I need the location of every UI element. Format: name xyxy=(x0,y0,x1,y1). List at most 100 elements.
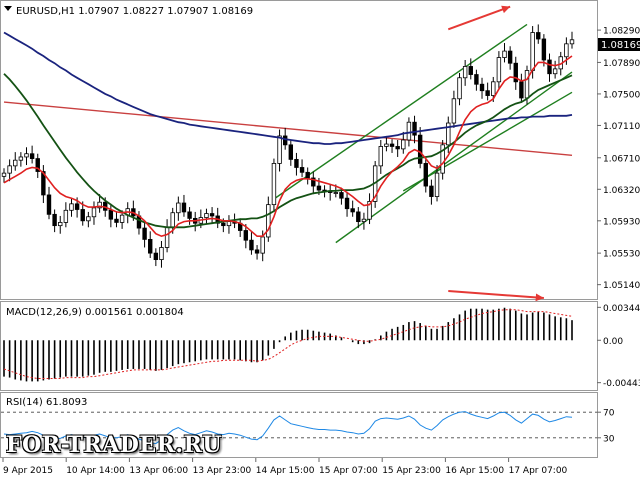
candle-body xyxy=(423,163,428,187)
candle-body xyxy=(7,165,12,174)
dropdown-arrow-icon xyxy=(4,6,12,11)
price-panel xyxy=(0,0,598,300)
axes: 1.08290 1.07890 1.07500 1.07110 1.06710 1.063… xyxy=(2,27,640,476)
candle-body xyxy=(311,177,316,187)
candle-body xyxy=(148,238,153,254)
rsi-panel xyxy=(0,392,598,458)
candle-body xyxy=(294,158,299,168)
candle-body xyxy=(170,212,175,228)
xtick-label: 17 Apr 07:00 xyxy=(509,466,568,476)
candle-body xyxy=(451,98,457,124)
candle-body xyxy=(496,57,502,83)
candle-body xyxy=(412,121,417,136)
price-ytick-label: 1.05930 xyxy=(603,217,640,227)
candle-body xyxy=(479,83,485,92)
price-ytick-label: 1.07890 xyxy=(603,59,640,69)
candle-body xyxy=(344,197,350,210)
candle-body xyxy=(254,249,260,254)
candle-body xyxy=(86,216,91,222)
price-ytick-label: 1.07500 xyxy=(603,90,640,100)
price-ytick-label: 1.08290 xyxy=(603,27,640,37)
xtick-label: 13 Apr 06:00 xyxy=(129,466,188,476)
candle-body xyxy=(524,70,530,99)
last-price-tag xyxy=(598,38,640,51)
candle-body xyxy=(305,171,310,179)
xtick-label: 13 Apr 23:00 xyxy=(193,466,252,476)
xtick-label: 9 Apr 2015 xyxy=(3,466,53,476)
candle-body xyxy=(434,172,440,197)
candle-body xyxy=(181,202,187,213)
last-price-label: 1.08169 xyxy=(601,40,640,51)
rsi-header: RSI(14) 61.8093 xyxy=(6,397,87,408)
trend-line-channel-upper xyxy=(273,23,528,200)
candle-body xyxy=(536,32,541,40)
xtick-label: 15 Apr 23:00 xyxy=(382,466,441,476)
price-ytick-label: 1.05140 xyxy=(603,281,640,291)
arrow-head-icon xyxy=(501,5,511,14)
candle-body xyxy=(187,211,192,219)
moving-average-line xyxy=(3,73,573,229)
xtick-label: 16 Apr 15:00 xyxy=(445,466,504,476)
candle-body xyxy=(356,211,361,223)
candle-body xyxy=(226,221,232,227)
candle-body xyxy=(462,66,468,79)
candle-body xyxy=(468,66,473,75)
candle-body xyxy=(417,134,423,164)
candle-body xyxy=(91,207,97,218)
candle-body xyxy=(74,203,80,210)
candle-body xyxy=(429,185,434,197)
candle-body xyxy=(378,146,383,167)
price-header: EURUSD,H1 1.07907 1.08227 1.07907 1.0816… xyxy=(16,6,253,17)
candle-body xyxy=(519,81,524,99)
xtick-label: 10 Apr 14:00 xyxy=(66,466,125,476)
moving-average-line xyxy=(3,31,573,145)
arrow-head-icon xyxy=(535,293,544,302)
candle-body xyxy=(266,204,271,238)
candle-body xyxy=(159,247,164,260)
candle-body xyxy=(277,135,282,164)
candle-body xyxy=(41,171,46,196)
rsi-ytick-label: 70 xyxy=(603,409,615,419)
candle-body xyxy=(46,194,52,215)
candle-body xyxy=(114,218,119,223)
candle-body xyxy=(367,201,372,220)
candle-body xyxy=(18,156,24,161)
moving-average-line xyxy=(3,55,573,238)
candle-body xyxy=(333,192,339,194)
candle-body xyxy=(384,143,389,147)
candle-body xyxy=(204,213,209,218)
candle-body xyxy=(569,39,575,45)
candle-body xyxy=(176,202,181,214)
price-ytick-label: 1.06710 xyxy=(603,154,640,164)
candle-body xyxy=(507,50,513,64)
candle-body xyxy=(541,38,547,61)
macd-signal-line xyxy=(3,309,573,379)
candle-body xyxy=(97,201,102,209)
candle-body xyxy=(164,226,170,248)
candle-body xyxy=(260,236,265,254)
candle-body xyxy=(288,144,294,160)
candle-body xyxy=(485,90,490,96)
candle-body xyxy=(58,222,63,227)
candle-body xyxy=(24,153,29,158)
candle-body xyxy=(446,122,451,146)
rsi-plot xyxy=(1,411,597,445)
candle-body xyxy=(63,209,69,223)
candle-body xyxy=(299,167,305,173)
candle-body xyxy=(361,218,367,223)
trend-line-channel-lower xyxy=(335,71,573,244)
candle-body xyxy=(457,77,462,100)
price-ytick-label: 1.06320 xyxy=(603,186,640,196)
candle-body xyxy=(491,81,496,96)
candle-body xyxy=(1,172,7,177)
candle-body xyxy=(316,185,322,191)
candle-body xyxy=(249,239,254,251)
macd-ytick-label: 0.00 xyxy=(603,337,623,347)
macd-ytick-label: 0.003441 xyxy=(603,304,640,314)
candle-body xyxy=(474,74,479,85)
price-ytick-label: 1.07110 xyxy=(603,122,640,132)
macd-header: MACD(12,26,9) 0.001561 0.001804 xyxy=(6,307,184,318)
candle-body xyxy=(395,146,400,150)
candle-body xyxy=(142,227,147,240)
